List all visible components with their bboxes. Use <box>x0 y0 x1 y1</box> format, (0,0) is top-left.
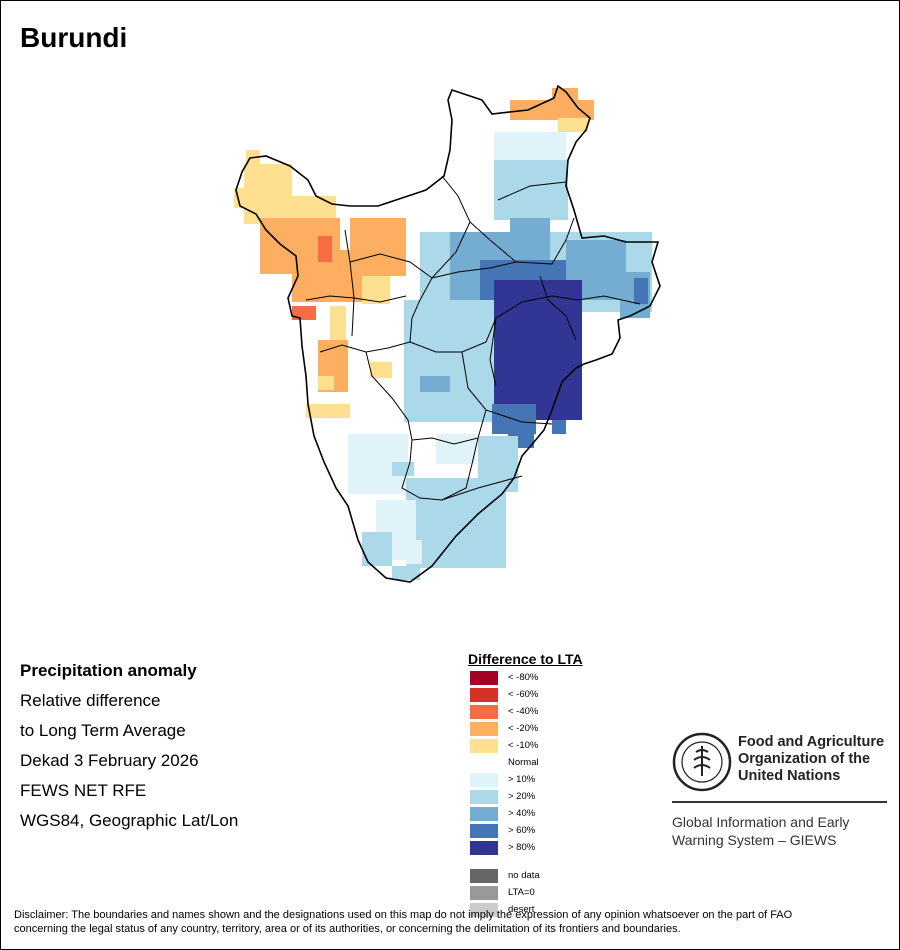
disclaimer-line: concerning the legal status of any count… <box>14 923 681 935</box>
anomaly-cell <box>318 236 332 262</box>
anomaly-raster <box>234 88 652 580</box>
legend-label: < -60% <box>508 689 539 700</box>
legend-swatch <box>470 756 498 770</box>
anomaly-cell <box>406 540 422 564</box>
legend-swatch <box>470 773 498 787</box>
precipitation-anomaly-map <box>234 84 661 583</box>
info-heading: Precipitation anomaly <box>20 661 197 680</box>
info-source: FEWS NET RFE <box>20 781 147 800</box>
legend-title: Difference to LTA <box>468 651 583 667</box>
anomaly-cell <box>510 100 594 120</box>
legend-swatch <box>470 705 498 719</box>
anomaly-cell <box>420 376 450 392</box>
province-boundary <box>365 351 413 441</box>
legend-swatch <box>470 903 498 917</box>
province-boundary <box>411 409 487 445</box>
map-title: Burundi <box>20 22 128 53</box>
province-boundary <box>431 221 471 279</box>
anomaly-cell <box>392 540 406 560</box>
info-date: Dekad 3 February 2026 <box>20 751 199 770</box>
legend-swatch <box>470 790 498 804</box>
disclaimer-line: Disclaimer: The boundaries and names sho… <box>14 909 793 921</box>
province-boundary <box>441 437 479 501</box>
legend-label: > 80% <box>508 842 536 853</box>
fao-name-line: Organization of the <box>738 751 871 767</box>
legend-swatch <box>470 739 498 753</box>
legend-label: > 60% <box>508 825 536 836</box>
province-boundary <box>409 341 487 353</box>
map-info-block: Precipitation anomaly Relative differenc… <box>20 656 238 836</box>
province-boundary <box>401 439 523 501</box>
info-line: Relative difference <box>20 691 161 710</box>
anomaly-cell <box>558 118 588 132</box>
anomaly-cell <box>494 280 582 420</box>
anomaly-cell <box>392 566 420 580</box>
legend-swatch <box>470 841 498 855</box>
legend-label: > 20% <box>508 791 536 802</box>
disclaimer: Disclaimer: The boundaries and names sho… <box>14 908 886 936</box>
country-outline <box>235 84 661 583</box>
legend-label: < -20% <box>508 723 539 734</box>
anomaly-cell <box>370 362 392 378</box>
anomaly-cell <box>494 160 568 220</box>
legend-swatch <box>470 886 498 900</box>
legend-swatch <box>470 869 498 883</box>
legend-swatch <box>470 807 498 821</box>
province-boundary <box>497 181 567 201</box>
legend-label: Normal <box>508 757 539 768</box>
fao-name: Food and Agriculture Organization of the… <box>738 734 884 785</box>
legend-label: < -80% <box>508 672 539 683</box>
province-boundary <box>539 275 577 341</box>
legend-label: < -40% <box>508 706 539 717</box>
legend-label: > 40% <box>508 808 536 819</box>
fao-logo-icon <box>672 732 732 792</box>
anomaly-cell <box>244 164 292 224</box>
anomaly-cell <box>318 376 334 390</box>
province-boundary <box>409 277 433 343</box>
info-line: to Long Term Average <box>20 721 186 740</box>
anomaly-cell <box>392 462 414 476</box>
anomaly-cell <box>634 278 648 304</box>
legend-label: desert <box>508 904 535 915</box>
legend-label: LTA=0 <box>508 887 535 898</box>
legend-swatch <box>470 671 498 685</box>
anomaly-cell <box>362 276 390 304</box>
anomaly-cell <box>292 306 316 320</box>
divider <box>672 801 887 803</box>
legend-swatch <box>470 824 498 838</box>
legend-label: no data <box>508 870 540 881</box>
anomaly-cell <box>306 404 350 418</box>
province-boundary <box>344 229 355 337</box>
legend-label: < -10% <box>508 740 539 751</box>
giews-line: Global Information and Early <box>672 814 850 830</box>
province-boundary <box>489 317 497 387</box>
province-boundary <box>305 295 407 303</box>
anomaly-cell <box>406 484 426 498</box>
legend-label: > 10% <box>508 774 536 785</box>
anomaly-cell <box>362 532 392 566</box>
anomaly-cell <box>552 420 566 434</box>
legend: Difference to LTA < -80% < -60% < -40% < -2… <box>468 651 638 917</box>
legend-swatch <box>470 688 498 702</box>
anomaly-cell <box>436 434 476 464</box>
province-boundary <box>349 253 433 279</box>
fao-name-line: Food and Agriculture <box>738 734 885 750</box>
giews-name: Global Information and Early Warning Sys… <box>672 813 849 849</box>
anomaly-cell <box>494 132 566 162</box>
fao-name-line: United Nations <box>738 768 841 784</box>
admin-boundaries <box>305 175 641 501</box>
legend-swatch <box>470 722 498 736</box>
giews-line: Warning System – GIEWS <box>672 832 837 848</box>
info-projection: WGS84, Geographic Lat/Lon <box>20 811 239 830</box>
